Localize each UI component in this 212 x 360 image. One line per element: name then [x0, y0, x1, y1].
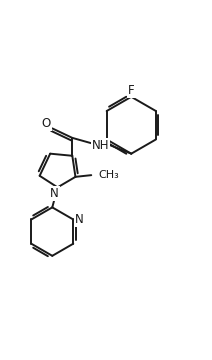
- Text: O: O: [41, 117, 51, 130]
- Text: N: N: [75, 213, 84, 226]
- Text: N: N: [50, 187, 59, 200]
- Text: CH₃: CH₃: [99, 170, 119, 180]
- Text: NH: NH: [92, 139, 109, 152]
- Text: F: F: [128, 84, 135, 96]
